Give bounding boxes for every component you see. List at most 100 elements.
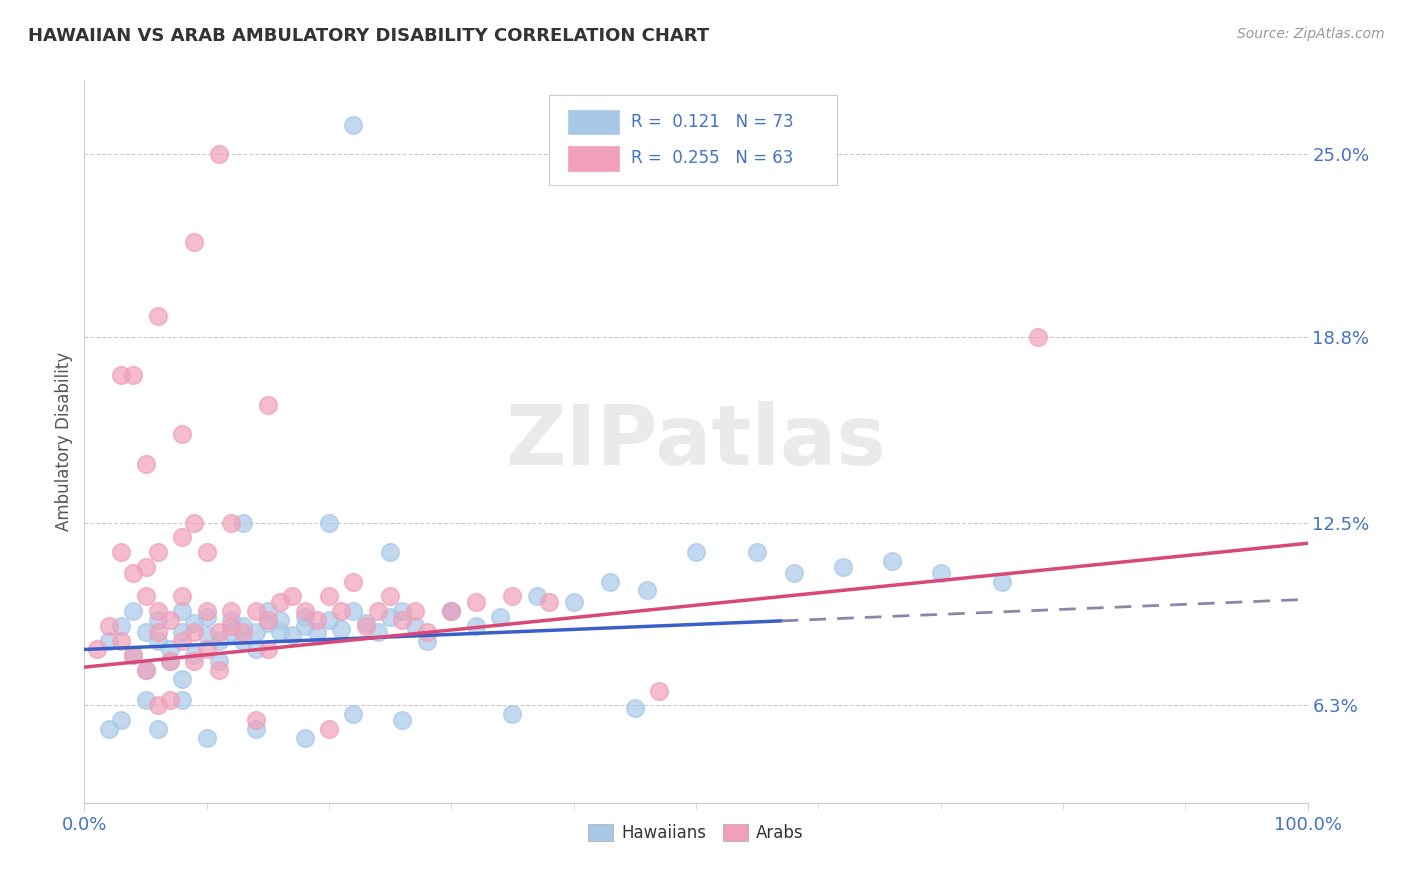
Point <box>305 613 328 627</box>
Point <box>880 554 903 568</box>
Point <box>367 604 389 618</box>
Point <box>440 604 463 618</box>
Point <box>391 713 413 727</box>
Point <box>219 613 242 627</box>
Point <box>183 235 205 250</box>
Point <box>281 628 304 642</box>
Point <box>159 692 181 706</box>
Point <box>97 633 120 648</box>
Point <box>219 516 242 530</box>
Point <box>122 566 145 580</box>
Point <box>183 516 205 530</box>
Point <box>122 604 145 618</box>
Point <box>135 560 157 574</box>
Point <box>110 619 132 633</box>
Point <box>342 604 364 618</box>
Text: R =  0.121   N = 73: R = 0.121 N = 73 <box>631 113 794 131</box>
Point <box>146 613 169 627</box>
Point <box>146 545 169 559</box>
Point <box>183 654 205 668</box>
Point <box>172 672 194 686</box>
Point <box>232 633 254 648</box>
Point <box>489 610 512 624</box>
Point <box>208 147 231 161</box>
FancyBboxPatch shape <box>568 146 619 170</box>
Point <box>294 604 316 618</box>
Point <box>257 398 280 412</box>
Point <box>195 545 218 559</box>
Point <box>391 613 413 627</box>
Point <box>269 624 291 639</box>
Point <box>380 610 402 624</box>
Point <box>183 624 205 639</box>
Point <box>269 595 291 609</box>
Point <box>318 516 340 530</box>
Point <box>159 642 181 657</box>
Point <box>159 654 181 668</box>
Point <box>831 560 853 574</box>
Point <box>195 731 218 745</box>
Point <box>502 590 524 604</box>
Text: HAWAIIAN VS ARAB AMBULATORY DISABILITY CORRELATION CHART: HAWAIIAN VS ARAB AMBULATORY DISABILITY C… <box>28 27 709 45</box>
Point <box>380 545 402 559</box>
Point <box>1028 330 1050 344</box>
Point <box>146 698 169 713</box>
Point <box>269 613 291 627</box>
Point <box>159 654 181 668</box>
Point <box>232 516 254 530</box>
Point <box>783 566 806 580</box>
Point <box>232 619 254 633</box>
Point <box>367 624 389 639</box>
Point <box>135 457 157 471</box>
Point <box>526 590 548 604</box>
Point <box>354 619 377 633</box>
Point <box>208 663 231 677</box>
Point <box>232 624 254 639</box>
Point <box>354 615 377 630</box>
Text: ZIPatlas: ZIPatlas <box>506 401 886 482</box>
Point <box>318 613 340 627</box>
Point <box>648 683 671 698</box>
Point <box>208 624 231 639</box>
Point <box>172 624 194 639</box>
Point <box>135 692 157 706</box>
Point <box>404 619 426 633</box>
Point <box>342 118 364 132</box>
Point <box>110 713 132 727</box>
Point <box>747 545 769 559</box>
Point <box>172 604 194 618</box>
Point <box>380 590 402 604</box>
Point <box>219 604 242 618</box>
Point <box>391 604 413 618</box>
Point <box>110 368 132 383</box>
Point <box>208 633 231 648</box>
Point <box>219 624 242 639</box>
Point <box>416 624 439 639</box>
Point <box>624 701 647 715</box>
Point <box>257 615 280 630</box>
Point <box>135 624 157 639</box>
Point <box>294 619 316 633</box>
Point <box>86 642 108 657</box>
Point <box>110 545 132 559</box>
Point <box>122 368 145 383</box>
Point <box>122 648 145 663</box>
Point <box>330 622 353 636</box>
FancyBboxPatch shape <box>550 95 837 185</box>
Point <box>318 722 340 736</box>
Point <box>135 590 157 604</box>
Point <box>183 615 205 630</box>
Point <box>97 722 120 736</box>
Point <box>172 633 194 648</box>
Point <box>97 619 120 633</box>
Point <box>318 590 340 604</box>
Point <box>122 648 145 663</box>
Point <box>257 613 280 627</box>
Point <box>146 604 169 618</box>
Point <box>195 628 218 642</box>
Point <box>685 545 707 559</box>
Point <box>440 604 463 618</box>
Point <box>416 633 439 648</box>
Point <box>110 633 132 648</box>
Point <box>281 590 304 604</box>
